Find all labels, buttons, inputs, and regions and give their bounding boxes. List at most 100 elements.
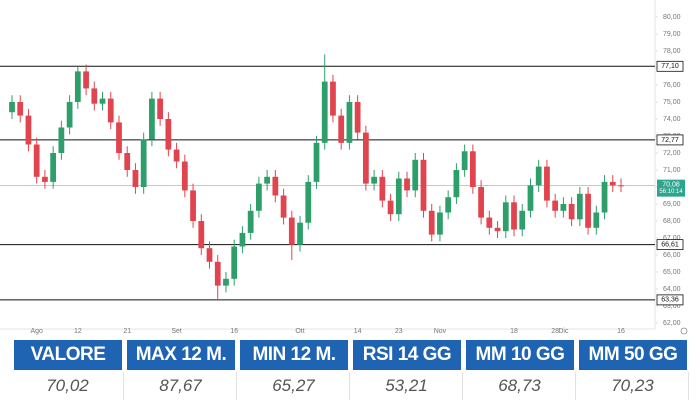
y-tick-label: 63,00 — [663, 303, 681, 310]
candle-body — [420, 159, 427, 211]
settings-icon — [680, 327, 688, 335]
y-tick-label: 76,00 — [663, 82, 681, 89]
table-value: 87,67 — [125, 372, 237, 400]
candle-body — [149, 98, 155, 140]
candle-body — [206, 248, 213, 262]
countdown-label: 56:10:14 — [659, 189, 683, 195]
chart: 62,00 63,00 64,00 65,00 66,00 67,00 68,00 69,00… — [0, 0, 688, 335]
candle-body — [321, 81, 328, 143]
candle-body — [494, 227, 501, 232]
candle-body — [231, 246, 238, 279]
y-tick-label: 79,00 — [663, 31, 681, 38]
candle-body — [50, 153, 57, 182]
candle-body — [478, 187, 484, 218]
last-price-label: 70,08 — [662, 181, 680, 188]
table-header: VALORE — [14, 340, 122, 370]
x-tick-label: 21 — [123, 328, 131, 335]
candle-body — [165, 119, 172, 150]
y-tick-label: 78,00 — [663, 48, 681, 55]
candle-body — [313, 142, 320, 182]
candle-body — [42, 176, 48, 182]
candle-body — [428, 210, 435, 235]
candle-body — [33, 144, 40, 177]
table-value: 70,23 — [577, 372, 689, 400]
candle-body — [66, 102, 73, 128]
candle-body — [223, 278, 229, 286]
x-tick-label: 23 — [395, 328, 403, 335]
x-tick-label: Nov — [434, 328, 447, 335]
x-tick-label: Ago — [30, 328, 43, 335]
candle-body — [535, 166, 542, 186]
x-tick-label: 16 — [617, 328, 625, 335]
candle-body — [214, 261, 221, 286]
level-label: 66,61 — [661, 241, 679, 248]
table-header: MM 50 GG — [579, 340, 687, 370]
candle-body — [502, 202, 509, 232]
candle-body — [140, 139, 147, 187]
y-tick-label: 74,00 — [663, 116, 681, 123]
candle-body — [198, 221, 205, 249]
candle-body — [387, 200, 394, 215]
candle-body — [346, 102, 353, 143]
candle-body — [601, 181, 608, 213]
y-tick-label: 67,00 — [663, 235, 681, 242]
candle-body — [576, 193, 583, 220]
candle-body — [395, 178, 402, 215]
table-header: MM 10 GG — [466, 340, 574, 370]
candle-body — [379, 176, 386, 201]
candle-body — [338, 115, 345, 143]
x-tick-label: Ott — [295, 328, 304, 335]
y-tick-label: 69,00 — [663, 201, 681, 208]
level-label: 72,77 — [661, 137, 679, 144]
level-label: 77,10 — [661, 63, 679, 70]
table-value: 70,02 — [12, 372, 124, 400]
last-price-box — [657, 179, 685, 197]
candle-body — [116, 122, 122, 153]
candle-body — [362, 132, 369, 184]
candle-body — [445, 197, 452, 213]
candle-body — [404, 178, 410, 191]
candle-body — [74, 71, 81, 102]
y-tick-label: 71,00 — [663, 167, 681, 174]
candle-body — [288, 217, 295, 245]
level-label-box — [656, 239, 684, 251]
level-label-box — [656, 294, 684, 306]
table-header: MAX 12 M. — [127, 340, 235, 370]
candle-body — [181, 161, 188, 191]
candle-body — [132, 170, 139, 187]
y-tick-label: 66,00 — [663, 252, 681, 259]
candle-body — [461, 151, 468, 170]
candle-body — [25, 115, 32, 145]
table-header: MIN 12 M. — [240, 340, 348, 370]
candle-body — [511, 202, 517, 230]
table-header: RSI 14 GG — [353, 340, 461, 370]
candle-body — [519, 210, 526, 230]
candle-body — [124, 153, 131, 170]
candle-body — [190, 190, 196, 221]
x-tick-label: Set — [171, 328, 182, 335]
candle-body — [247, 210, 254, 233]
y-tick-label: 64,00 — [663, 286, 681, 293]
candle-body — [83, 71, 89, 89]
x-tick-label: 16 — [230, 328, 238, 335]
candle-body — [264, 176, 271, 184]
x-tick-label: 28 — [551, 328, 559, 335]
candle-body — [272, 176, 279, 196]
y-tick-label: 80,00 — [663, 14, 681, 21]
candle-body — [256, 183, 262, 211]
y-tick-label: 68,00 — [663, 218, 681, 225]
candle-body — [99, 98, 106, 104]
candle-body — [91, 88, 98, 104]
table-value: 53,21 — [351, 372, 463, 400]
candle-body — [486, 217, 493, 228]
candle-body — [354, 102, 361, 133]
candle-body — [593, 212, 600, 228]
candle-body — [560, 204, 567, 211]
candle-body — [527, 185, 534, 211]
candle-body — [371, 176, 377, 184]
candle-body — [58, 127, 65, 153]
candle-body — [585, 193, 591, 228]
y-tick-label: 72,00 — [663, 150, 681, 157]
table-value: 65,27 — [238, 372, 350, 400]
